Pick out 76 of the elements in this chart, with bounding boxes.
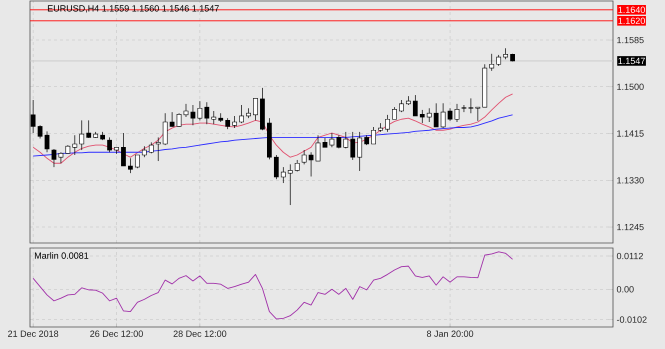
y-tick-label: -0.0102 xyxy=(616,316,647,323)
candlestick xyxy=(392,106,397,120)
candlestick xyxy=(184,104,188,118)
candlestick xyxy=(156,137,161,162)
candlestick xyxy=(142,146,147,158)
candlestick xyxy=(454,104,460,122)
candlestick xyxy=(211,110,216,125)
candlestick xyxy=(239,104,244,124)
candlestick xyxy=(128,158,133,174)
candlestick xyxy=(198,100,202,121)
candlestick xyxy=(253,98,258,121)
chart-title: Marlin 0.0081 xyxy=(34,252,88,259)
candlestick xyxy=(496,54,502,66)
candlestick xyxy=(378,122,383,132)
candlestick xyxy=(134,154,140,169)
candlestick xyxy=(357,132,362,172)
y-tick-label: 1.1330 xyxy=(617,177,644,184)
candlestick xyxy=(246,108,251,118)
candlestick xyxy=(503,48,508,60)
ref-line-label: 1.1620 xyxy=(618,18,645,24)
candlestick xyxy=(475,106,480,122)
candlestick xyxy=(385,114,390,132)
candlestick xyxy=(399,100,404,112)
x-tick-label: 26 Dec 12:00 xyxy=(90,330,143,337)
y-tick-label: 1.1500 xyxy=(617,84,644,90)
candlestick xyxy=(308,152,314,177)
candlestick xyxy=(204,102,210,125)
candlestick xyxy=(58,152,64,164)
candlestick xyxy=(86,120,92,138)
candlestick xyxy=(343,132,348,149)
candlestick xyxy=(232,116,238,128)
ref-line-label: 1.1547 xyxy=(618,58,645,64)
candlestick xyxy=(420,110,425,124)
candlestick xyxy=(280,166,286,184)
y-tick-label: 1.1245 xyxy=(617,224,644,230)
candlestick xyxy=(489,53,494,72)
candlestick xyxy=(176,112,182,128)
candlestick xyxy=(30,100,36,134)
x-tick-label: 8 Jan 20:00 xyxy=(426,330,474,337)
candlestick xyxy=(330,132,334,148)
candlestick xyxy=(121,132,126,166)
candlestick xyxy=(302,150,307,165)
candlestick xyxy=(148,142,154,154)
candlestick xyxy=(288,164,293,206)
candlestick xyxy=(371,126,376,144)
y-tick-label: 0.0112 xyxy=(616,252,643,260)
x-tick-label: 28 Dec 12:00 xyxy=(174,330,226,337)
candlestick xyxy=(468,98,474,114)
candlestick xyxy=(170,112,174,128)
candlestick xyxy=(274,154,279,180)
candlestick xyxy=(294,160,300,172)
ref-line-label: 1.1640 xyxy=(618,6,645,13)
candlestick xyxy=(426,108,432,122)
candlestick xyxy=(52,148,56,168)
candlestick xyxy=(225,118,230,130)
candlestick xyxy=(412,94,418,116)
candlestick xyxy=(462,104,466,112)
candlestick xyxy=(107,137,112,153)
candlestick xyxy=(364,134,370,146)
candlestick xyxy=(72,134,78,156)
candlestick xyxy=(162,112,168,146)
candlestick xyxy=(350,132,356,160)
x-tick-label: 21 Dec 2018 xyxy=(8,330,58,337)
candlestick xyxy=(336,134,342,149)
candlestick xyxy=(448,108,452,122)
candlestick xyxy=(322,138,328,148)
candlestick xyxy=(316,134,320,162)
y-tick-label: 0.00 xyxy=(616,286,634,292)
candlestick xyxy=(434,102,439,128)
y-tick-label: 1.1415 xyxy=(617,130,644,137)
candlestick xyxy=(44,131,50,153)
y-tick-label: 1.1585 xyxy=(617,36,644,44)
candlestick xyxy=(79,120,84,150)
candlestick xyxy=(38,124,42,139)
candlestick xyxy=(440,102,446,128)
candlestick xyxy=(190,104,196,126)
